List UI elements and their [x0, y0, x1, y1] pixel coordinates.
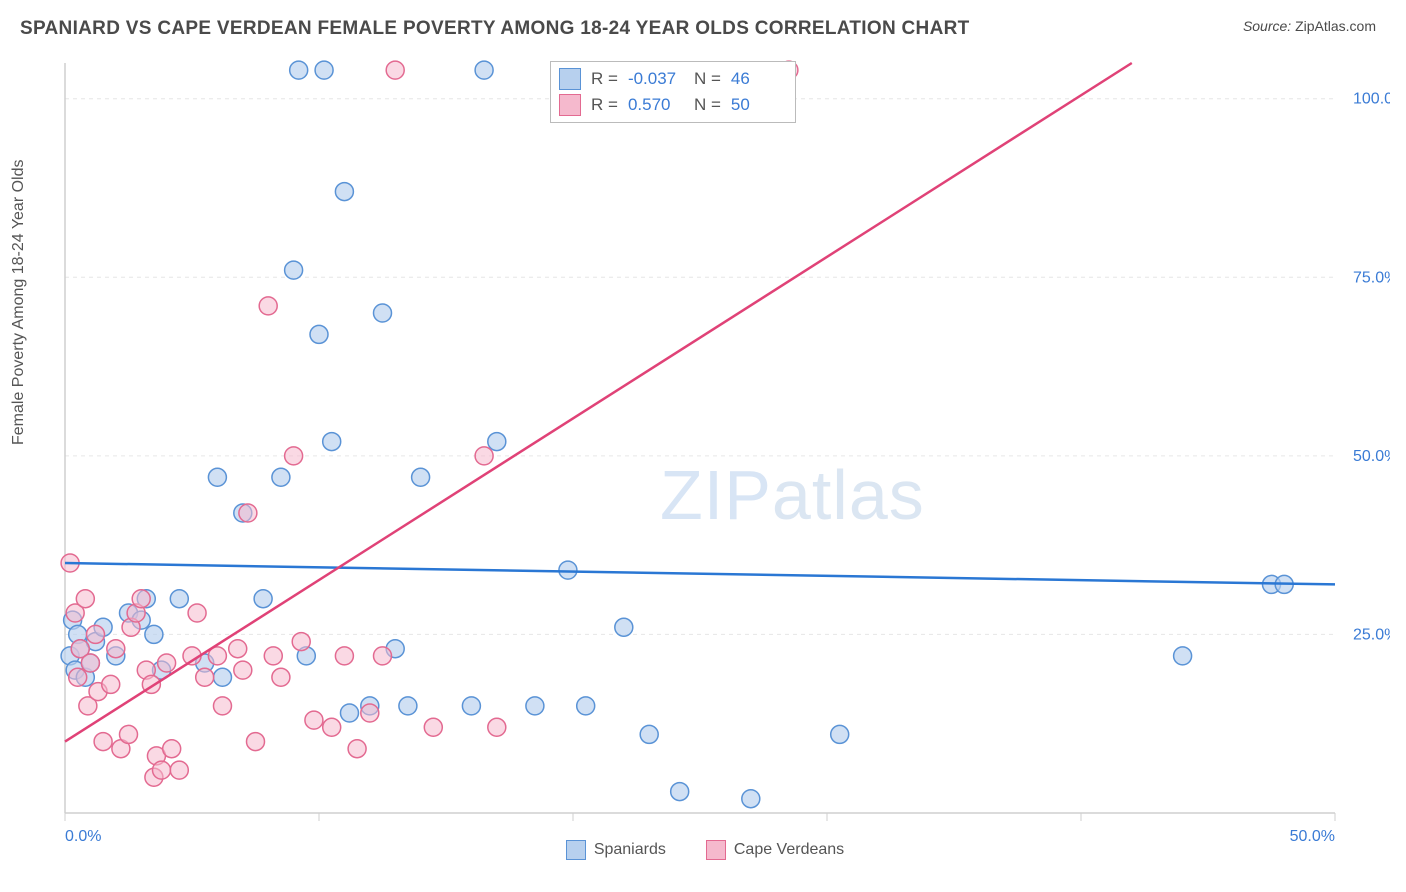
svg-text:75.0%: 75.0% — [1353, 269, 1390, 286]
legend-swatch — [706, 840, 726, 860]
series-legend-item: Spaniards — [566, 840, 666, 860]
correlation-legend-row: R = -0.037 N = 46 — [559, 66, 787, 92]
r-value: -0.037 — [628, 69, 684, 89]
correlation-legend-row: R = 0.570 N = 50 — [559, 92, 787, 118]
n-label: N = — [694, 95, 721, 115]
series-legend-item: Cape Verdeans — [706, 840, 844, 860]
svg-text:25.0%: 25.0% — [1353, 626, 1390, 643]
scatter-chart: 25.0%50.0%75.0%100.0%0.0%50.0% — [20, 55, 1390, 845]
y-axis-label: Female Poverty Among 18-24 Year Olds — [10, 160, 28, 446]
r-value: 0.570 — [628, 95, 684, 115]
svg-text:100.0%: 100.0% — [1353, 91, 1390, 108]
source-label: Source: — [1243, 18, 1291, 34]
header: SPANIARD VS CAPE VERDEAN FEMALE POVERTY … — [0, 0, 1406, 50]
r-label: R = — [591, 95, 618, 115]
correlation-legend: R = -0.037 N = 46 R = 0.570 N = 50 — [550, 61, 796, 123]
n-value: 46 — [731, 69, 787, 89]
source-value: ZipAtlas.com — [1295, 18, 1376, 34]
n-value: 50 — [731, 95, 787, 115]
series-legend: Spaniards Cape Verdeans — [20, 840, 1390, 865]
chart-container: Female Poverty Among 18-24 Year Olds 25.… — [20, 55, 1390, 875]
series-legend-label: Spaniards — [594, 841, 666, 859]
legend-swatch — [566, 840, 586, 860]
legend-swatch — [559, 68, 581, 90]
r-label: R = — [591, 69, 618, 89]
series-legend-label: Cape Verdeans — [734, 841, 844, 859]
chart-title: SPANIARD VS CAPE VERDEAN FEMALE POVERTY … — [20, 18, 970, 40]
n-label: N = — [694, 69, 721, 89]
legend-swatch — [559, 94, 581, 116]
svg-text:50.0%: 50.0% — [1353, 448, 1390, 465]
source-attribution: Source: ZipAtlas.com — [1243, 18, 1376, 34]
